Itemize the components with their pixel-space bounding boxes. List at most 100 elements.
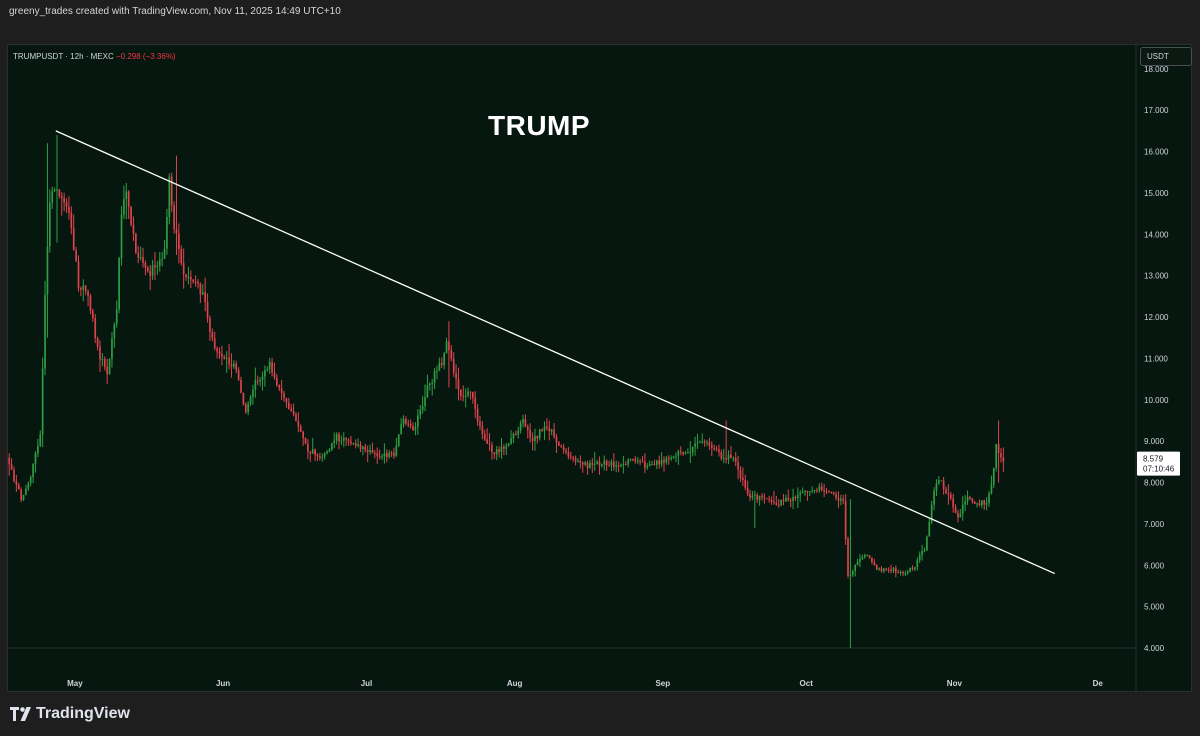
candle [304,437,307,445]
time-axis[interactable]: May Jun Jul Aug Sep Oct Nov De [67,679,1103,688]
candle [744,474,747,491]
candle-body [156,265,159,268]
candle-body [904,573,907,575]
candle [863,553,866,559]
candle-body [417,415,419,427]
candle-body [268,361,271,370]
candle-body [1000,452,1002,458]
candle [72,214,75,251]
candle-body [259,379,261,382]
candle-body [37,445,39,454]
candle-body [199,283,202,295]
candle-body [388,452,391,458]
candle [718,444,720,457]
candle [180,245,183,266]
candles-group [8,135,1005,648]
candle [988,491,990,507]
candle-body [82,285,85,290]
candle-body [56,189,58,191]
candle [393,447,395,459]
candle-body [648,464,651,467]
candle [34,451,37,473]
candle [727,450,730,465]
candle-body [610,461,613,466]
candle [973,500,976,505]
candle-body [887,569,890,571]
candle-body [928,522,931,537]
trendline-group[interactable] [55,130,1056,575]
candle [933,487,935,511]
candle [773,490,775,505]
candle-body [32,463,34,478]
candle-body [797,495,799,499]
candle [687,448,689,454]
candle-body [328,449,331,452]
price-axis[interactable]: 18.000 17.000 16.000 15.000 14.000 13.000 12.0… [1144,65,1169,653]
candle-body [163,248,166,259]
candle-body [710,445,713,448]
candle [230,353,233,378]
candle-body [851,571,854,576]
candle-body [703,441,706,443]
candle-body [608,465,610,467]
trendline[interactable] [55,130,1056,575]
candle [237,367,240,381]
candle-body [672,456,675,458]
candle-body [194,281,197,283]
candle [287,397,290,410]
candle-body [15,480,18,485]
candle-body [118,258,120,310]
candle-body [658,460,661,465]
candle-body [299,426,302,432]
candle [170,172,173,212]
candle-body [175,229,178,234]
candle-body [930,504,933,523]
candle-body [397,434,400,446]
candle-body [103,359,106,367]
candle-body [139,257,142,259]
bar-countdown: 07:10:46 [1143,465,1175,474]
candle-body [756,494,759,500]
candle-body [782,499,785,502]
candle [880,566,883,573]
candle-body [185,274,187,278]
candle-body [209,318,211,332]
candle-body [345,437,347,440]
candle-body [182,263,185,275]
candle [672,455,675,459]
candle [491,441,493,460]
candle [383,443,386,464]
candle-body [687,452,689,454]
candle [789,497,792,508]
candle-body [280,388,283,394]
candle-body [574,458,577,462]
symbol-legend[interactable]: TRUMPUSDT · 12h · MEXC −0.298 (−3.36%) [13,52,176,61]
currency-button[interactable]: USDT [1140,47,1192,66]
candle-body [966,496,969,502]
candle [694,436,696,456]
price-tick-label: 9.000 [1144,437,1165,446]
last-price-value: 8.579 [1143,455,1164,464]
price-tick-label: 18.000 [1144,65,1169,74]
candle-body [699,441,701,443]
candle-body [244,404,247,413]
candle [823,483,825,498]
candle-body [868,555,871,558]
candle-body [20,489,22,500]
candle [431,378,434,396]
candle [438,357,441,372]
candle-body [589,462,591,468]
candle-body [746,487,749,494]
candle-body [405,418,407,424]
candle-body [940,480,943,482]
candle-body [720,452,723,459]
candle-body [474,397,477,409]
candle-body [247,404,250,413]
candle [775,495,778,506]
price-tick-label: 12.000 [1144,313,1169,322]
candle [92,308,94,322]
candle-body [832,492,835,494]
chart-pane[interactable] [7,44,1192,692]
candle [228,343,230,370]
